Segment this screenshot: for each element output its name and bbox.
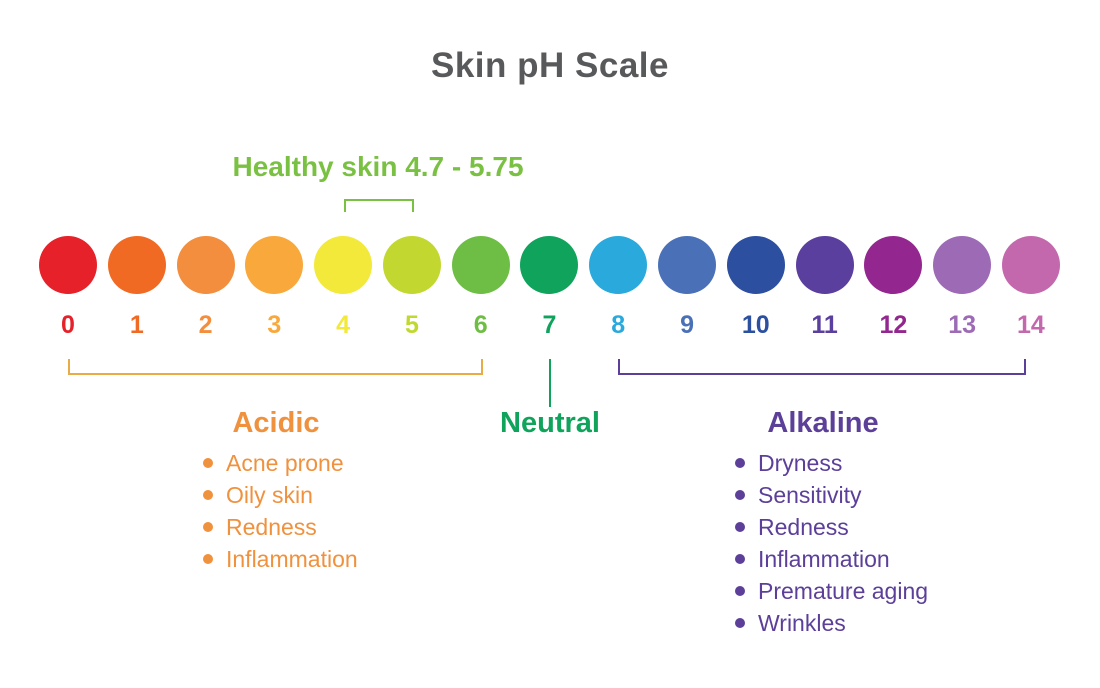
healthy-range-bracket bbox=[344, 199, 414, 212]
ph-circle-10 bbox=[726, 236, 785, 294]
ph-scale-row bbox=[39, 236, 1060, 294]
page-title: Skin pH Scale bbox=[431, 46, 669, 85]
acidic-range-bracket bbox=[68, 359, 483, 375]
ph-circle-1 bbox=[107, 236, 166, 294]
effect-list-item: Inflammation bbox=[203, 543, 358, 575]
ph-circle-6 bbox=[451, 236, 510, 294]
ph-circle-7 bbox=[520, 236, 579, 294]
effect-list-item: Wrinkles bbox=[735, 607, 928, 639]
ph-number-5: 5 bbox=[404, 311, 419, 339]
acidic-effects-list: Acne prone Oily skin Redness Inflammation bbox=[203, 447, 358, 575]
alkaline-label: Alkaline bbox=[767, 407, 879, 439]
ph-circle-13 bbox=[933, 236, 992, 294]
alkaline-effects-list: Dryness Sensitivity Redness Inflammation Pre… bbox=[735, 447, 928, 639]
ph-circle-14 bbox=[1001, 236, 1060, 294]
effect-list-item: Dryness bbox=[735, 447, 928, 479]
ph-circle-0 bbox=[39, 236, 97, 294]
ph-circle-11 bbox=[795, 236, 854, 294]
ph-number-11: 11 bbox=[811, 311, 838, 339]
effect-list-item: Redness bbox=[735, 511, 928, 543]
ph-number-8: 8 bbox=[611, 311, 626, 339]
ph-number-13: 13 bbox=[948, 311, 977, 339]
effect-list-item: Redness bbox=[203, 511, 358, 543]
ph-number-6: 6 bbox=[473, 311, 488, 339]
ph-circle-5 bbox=[382, 236, 441, 294]
ph-number-12: 12 bbox=[879, 311, 908, 339]
ph-number-9: 9 bbox=[680, 311, 694, 339]
ph-number-7: 7 bbox=[542, 311, 557, 339]
ph-number-10: 10 bbox=[741, 311, 770, 339]
ph-number-2: 2 bbox=[198, 311, 213, 339]
alkaline-range-bracket bbox=[618, 359, 1026, 375]
ph-circle-12 bbox=[864, 236, 923, 294]
neutral-pointer-line bbox=[549, 359, 551, 407]
effect-list-item: Premature aging bbox=[735, 575, 928, 607]
ph-number-1: 1 bbox=[129, 311, 144, 339]
effect-list-item: Oily skin bbox=[203, 479, 358, 511]
effect-list-item: Sensitivity bbox=[735, 479, 928, 511]
ph-number-4: 4 bbox=[336, 311, 351, 339]
ph-circle-9 bbox=[658, 236, 717, 294]
ph-number-row: 0 1 2 3 4 5 6 7 8 9 10 11 12 13 14 bbox=[39, 311, 1060, 339]
ph-circle-3 bbox=[245, 236, 304, 294]
neutral-label: Neutral bbox=[500, 407, 600, 439]
acidic-label: Acidic bbox=[232, 407, 320, 439]
effect-list-item: Acne prone bbox=[203, 447, 358, 479]
ph-circle-2 bbox=[176, 236, 235, 294]
ph-number-14: 14 bbox=[1017, 311, 1045, 339]
ph-number-3: 3 bbox=[267, 311, 282, 339]
ph-circle-8 bbox=[589, 236, 648, 294]
healthy-skin-range-label: Healthy skin 4.7 - 5.75 bbox=[232, 151, 524, 182]
ph-number-0: 0 bbox=[61, 311, 75, 339]
effect-list-item: Inflammation bbox=[735, 543, 928, 575]
ph-circle-4 bbox=[314, 236, 373, 294]
